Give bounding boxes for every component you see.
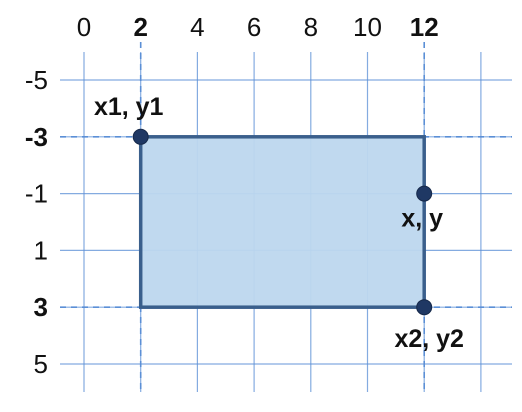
y-tick-label: -1 [25,179,48,209]
x-tick-label: 0 [77,12,91,42]
points-group: x1, y1 x, y x2, y2 [94,93,464,353]
x-tick-label: 12 [410,12,439,42]
rectangle [138,135,426,309]
y-tick-label: 5 [34,349,48,379]
x-tick-label: 8 [304,12,318,42]
y-tick-labels: -5 -3 -1 1 3 5 [25,65,48,379]
y-tick-label: -3 [25,122,48,152]
point-label: x, y [401,205,443,233]
x-tick-label: 2 [133,12,147,42]
x-tick-label: 10 [353,12,382,42]
point-marker [416,299,433,316]
point-marker [416,185,433,202]
x-tick-label: 6 [247,12,261,42]
point-label: x1, y1 [94,93,164,121]
y-tick-label: 1 [34,235,48,265]
point-label: x2, y2 [394,325,464,353]
point-marker [132,128,149,145]
rectangle-group [138,135,426,309]
y-tick-label: -5 [25,65,48,95]
x-tick-labels: 0 2 4 6 8 10 12 [77,12,439,42]
x-tick-label: 4 [190,12,204,42]
y-tick-label: 3 [34,292,48,322]
